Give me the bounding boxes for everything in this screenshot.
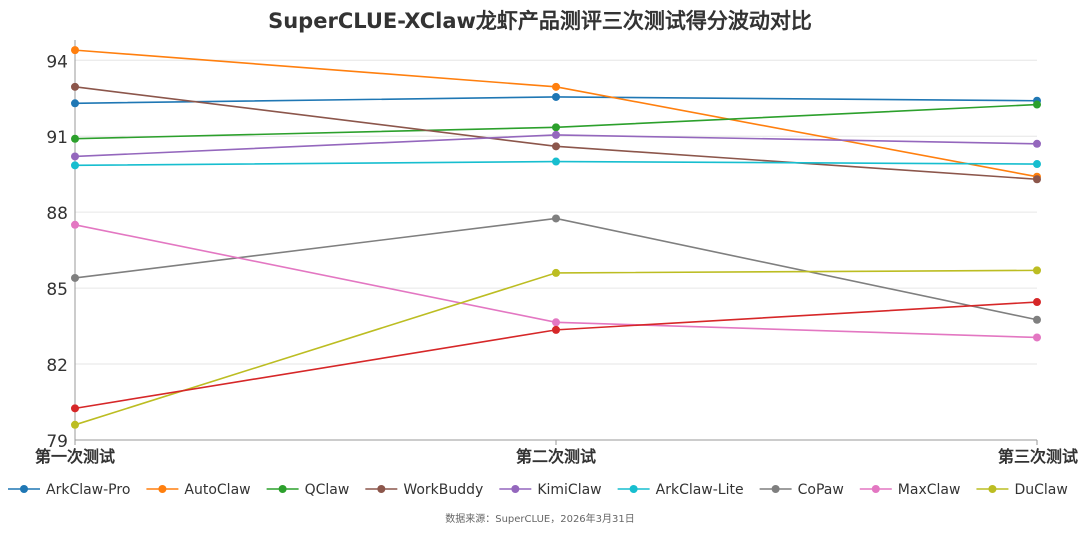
data-point-qclaw [1033, 100, 1041, 109]
legend-label: CoPaw [798, 482, 844, 498]
y-tick-label: 94 [46, 52, 68, 72]
legend-item-maxclaw: MaxClaw [859, 482, 961, 498]
data-point-workbuddy [71, 82, 79, 91]
legend-label: KimiClaw [537, 482, 601, 498]
data-point-copaw [1033, 315, 1041, 324]
data-point-maxclaw [71, 220, 79, 229]
x-tick-label: 第二次测试 [516, 447, 596, 466]
legend-label: WorkBuddy [403, 482, 483, 498]
data-point-qclaw [552, 123, 560, 132]
data-point-arkclaw-pro [552, 92, 560, 101]
data-point-duclaw [552, 268, 560, 277]
data-point-kimiclaw [552, 130, 560, 139]
axes: 79 82 85 88 91 94 第一次测试 第二次测试 第三次测试 [35, 40, 1078, 466]
data-point-arkclaw-lite [1033, 160, 1041, 169]
legend-item-autoclaw: AutoClaw [146, 482, 251, 498]
chart-title: SuperCLUE-XClaw龙虾产品测评三次测试得分波动对比 [268, 9, 812, 33]
data-point-arkclaw-lite [552, 157, 560, 166]
data-point-kimiclaw [71, 152, 79, 161]
x-tick-label: 第三次测试 [998, 447, 1078, 466]
data-point-duclaw [1033, 266, 1041, 275]
data-point-maxclaw [552, 318, 560, 327]
legend-label: MaxClaw [898, 482, 961, 498]
y-tick-label: 82 [46, 356, 68, 376]
legend-label: ArkClaw-Pro [46, 482, 130, 498]
legend-item-copaw: CoPaw [759, 482, 844, 498]
legend-item-arkclaw-pro: ArkClaw-Pro [8, 482, 130, 498]
y-tick-label: 91 [46, 128, 68, 148]
legend-item-duclaw: DuClaw [976, 482, 1068, 498]
grid-lines [75, 59, 1037, 365]
data-point-arkclaw-lite [71, 161, 79, 170]
legend-swatch-marker [377, 485, 386, 493]
y-tick-label: 85 [46, 280, 68, 300]
legend-swatch-marker [771, 485, 780, 493]
legend-swatch-marker [20, 485, 28, 493]
data-point-workbuddy [1033, 175, 1041, 184]
legend-swatch-marker [988, 485, 997, 493]
y-tick-label: 88 [46, 204, 68, 224]
series-line-duclaw [74, 269, 1038, 426]
data-point-autoclaw [552, 82, 560, 91]
data-point-stepclaw [1033, 298, 1041, 307]
legend-swatch-marker [871, 485, 880, 493]
data-point-qclaw [71, 134, 79, 143]
legend-item-qclaw: QClaw [266, 482, 350, 498]
legend-swatch-marker [278, 485, 287, 493]
legend-label: AutoClaw [184, 482, 250, 498]
legend-item-arkclaw-lite: ArkClaw-Lite [617, 482, 744, 498]
data-point-maxclaw [1033, 333, 1041, 342]
series-line-stepclaw [74, 301, 1038, 410]
data-point-copaw [552, 214, 560, 223]
data-point-workbuddy [552, 142, 560, 151]
legend-swatch-marker [511, 485, 520, 493]
data-point-stepclaw [71, 404, 79, 413]
series-lines [71, 46, 1041, 429]
data-point-stepclaw [552, 325, 560, 334]
y-tick-label: 79 [46, 432, 68, 452]
legend-label: DuClaw [1014, 482, 1067, 498]
legend-swatch-marker [158, 485, 167, 493]
data-point-arkclaw-pro [71, 99, 79, 108]
legend-item-kimiclaw: KimiClaw [499, 482, 602, 498]
data-point-copaw [71, 273, 79, 282]
legend-swatch-marker [629, 485, 638, 493]
data-point-kimiclaw [1033, 139, 1041, 148]
x-tick-label: 第一次测试 [35, 447, 115, 466]
legend-label: QClaw [305, 482, 350, 498]
data-point-duclaw [71, 420, 79, 429]
data-point-autoclaw [71, 46, 79, 55]
legend-label: ArkClaw-Lite [656, 482, 744, 498]
source-note: 数据来源：SuperCLUE，2026年3月31日 [445, 512, 635, 525]
legend: ArkClaw-Pro AutoClaw QClaw WorkBuddy KimiCla… [8, 482, 1068, 498]
legend-item-workbuddy: WorkBuddy [365, 482, 483, 498]
